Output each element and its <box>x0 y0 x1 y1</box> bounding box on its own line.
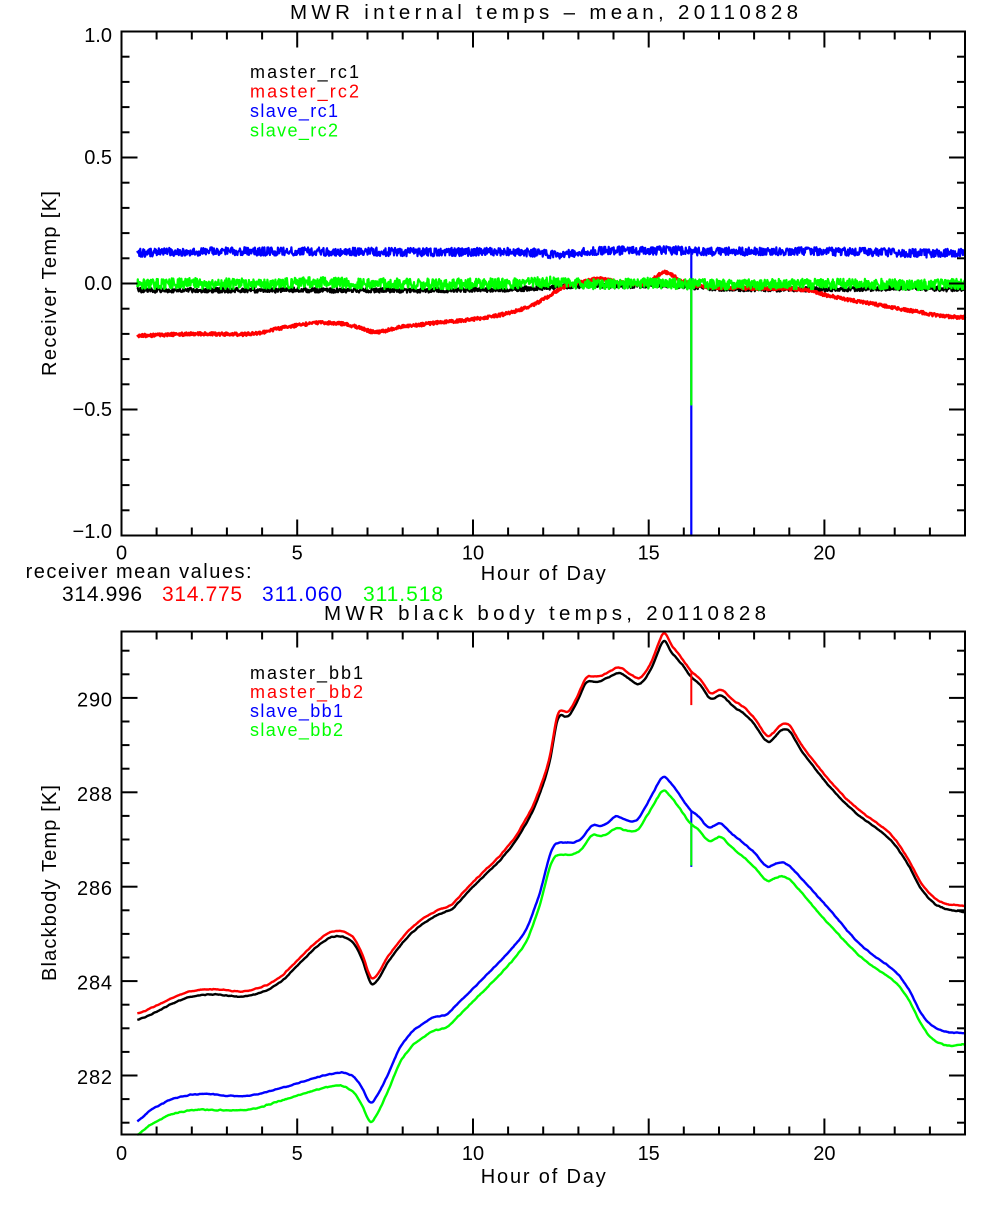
svg-text:receiver mean values:: receiver mean values: <box>26 561 252 583</box>
svg-text:286: 286 <box>77 878 112 900</box>
svg-text:Hour of Day: Hour of Day <box>481 563 606 585</box>
svg-text:20: 20 <box>813 1143 835 1165</box>
svg-text:284: 284 <box>77 973 112 995</box>
svg-text:15: 15 <box>638 543 660 565</box>
svg-text:Hour of Day: Hour of Day <box>481 1166 606 1188</box>
svg-text:−1.0: −1.0 <box>73 521 112 543</box>
svg-text:0.5: 0.5 <box>84 147 112 169</box>
svg-text:288: 288 <box>77 784 112 806</box>
svg-text:0.0: 0.0 <box>84 273 112 295</box>
svg-text:0: 0 <box>116 1143 127 1165</box>
svg-text:314.775: 314.775 <box>162 583 242 606</box>
svg-text:20: 20 <box>813 543 835 565</box>
svg-text:MWR internal temps – mean, 201: MWR internal temps – mean, 20110828 <box>290 1 798 24</box>
svg-text:master_rc1: master_rc1 <box>250 62 359 83</box>
svg-text:0: 0 <box>116 543 127 565</box>
svg-text:5: 5 <box>292 543 303 565</box>
svg-text:slave_bb1: slave_bb1 <box>250 701 343 722</box>
svg-text:master_bb1: master_bb1 <box>250 663 363 684</box>
svg-text:Receiver Temp [K]: Receiver Temp [K] <box>39 191 61 376</box>
svg-text:311.060: 311.060 <box>262 583 342 606</box>
svg-text:10: 10 <box>462 1143 484 1165</box>
svg-text:5: 5 <box>292 1143 303 1165</box>
svg-text:slave_rc2: slave_rc2 <box>250 121 338 142</box>
svg-text:slave_bb2: slave_bb2 <box>250 720 343 741</box>
svg-text:master_bb2: master_bb2 <box>250 682 363 703</box>
svg-text:15: 15 <box>638 1143 660 1165</box>
svg-text:314.996: 314.996 <box>62 583 142 606</box>
svg-text:311.518: 311.518 <box>363 583 443 606</box>
svg-text:Blackbody Temp [K]: Blackbody Temp [K] <box>39 785 61 981</box>
svg-text:slave_rc1: slave_rc1 <box>250 101 338 122</box>
svg-text:1.0: 1.0 <box>84 25 112 47</box>
svg-text:10: 10 <box>462 543 484 565</box>
svg-text:290: 290 <box>77 689 112 711</box>
svg-text:master_rc2: master_rc2 <box>250 82 359 103</box>
svg-text:282: 282 <box>77 1067 112 1089</box>
svg-text:−0.5: −0.5 <box>73 399 112 421</box>
